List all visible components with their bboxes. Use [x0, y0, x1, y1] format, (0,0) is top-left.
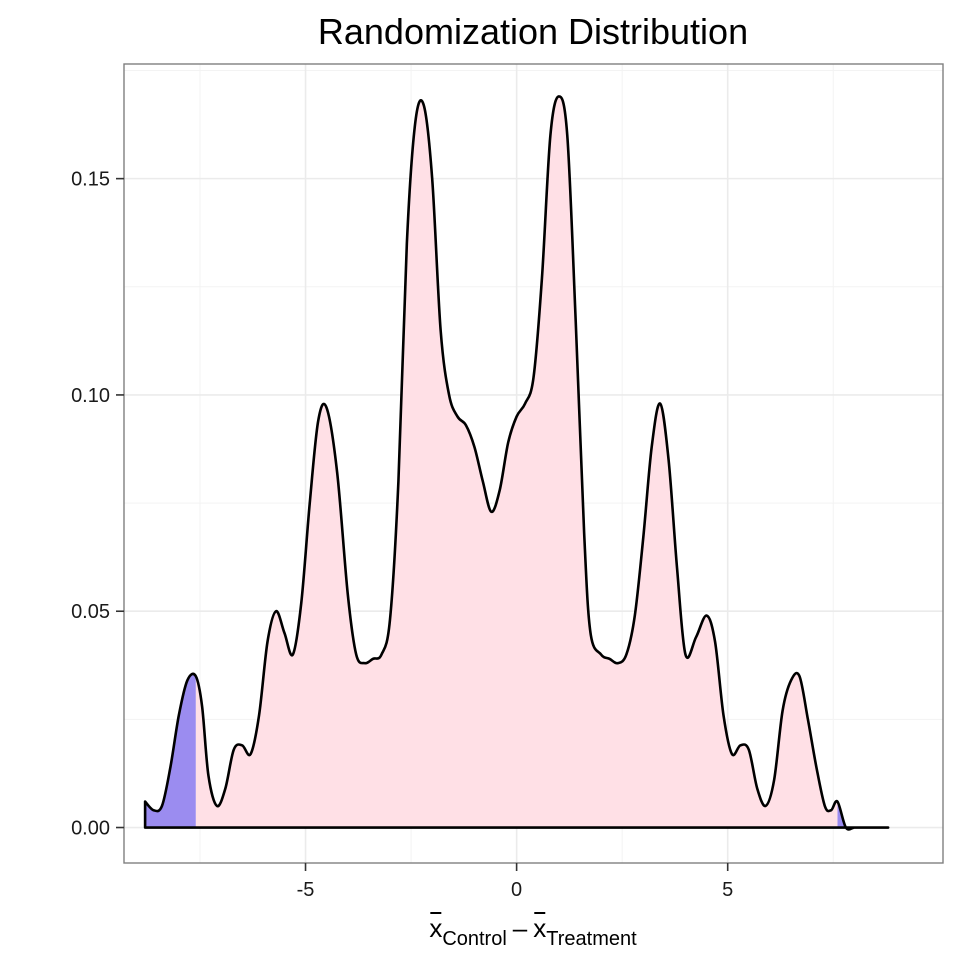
x-bar-control: x [429, 913, 442, 943]
x-label-minus: – [513, 913, 528, 943]
x-label-control-subscript: Control [442, 928, 506, 950]
y-tick-label: 0.00 [71, 818, 110, 840]
plot-panel-border [123, 63, 944, 864]
x-axis-label: xControl – xTreatment [429, 913, 637, 950]
left-tail-area [145, 673, 196, 828]
x-label-treatment-subscript: Treatment [546, 928, 637, 950]
central-region-area [195, 96, 838, 828]
x-tick-label: 0 [511, 879, 522, 901]
x-tick-label: 5 [722, 879, 733, 901]
y-tick-label: 0.05 [71, 601, 110, 623]
y-axis: 0.00 0.05 0.10 0.15 [71, 169, 124, 840]
x-tick-label: -5 [297, 879, 315, 901]
chart-title: Randomization Distribution [318, 11, 748, 52]
density-curve [143, 95, 890, 831]
y-tick-label: 0.15 [71, 169, 110, 191]
x-bar-treatment: x [533, 913, 546, 943]
y-tick-label: 0.10 [71, 385, 110, 407]
x-axis: -5 0 5 [297, 863, 733, 901]
